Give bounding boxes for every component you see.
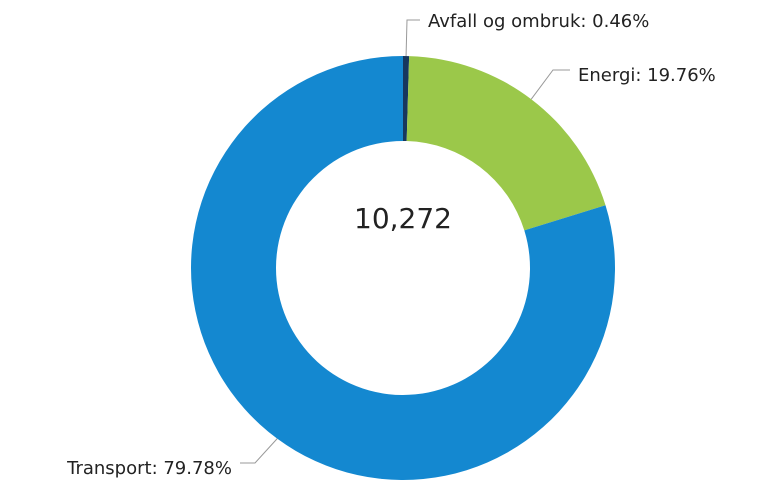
slice-label: Avfall og ombruk: 0.46% xyxy=(428,11,649,32)
slice xyxy=(191,56,615,481)
center-label: 10,272 xyxy=(354,202,452,235)
slice-label: Transport: 79.78% xyxy=(66,458,232,479)
slice-label: Energi: 19.76% xyxy=(578,65,716,86)
slice xyxy=(403,56,410,142)
slice xyxy=(406,56,606,231)
leader-line xyxy=(405,19,420,57)
leader-line xyxy=(530,69,570,100)
leader-line xyxy=(240,438,278,464)
